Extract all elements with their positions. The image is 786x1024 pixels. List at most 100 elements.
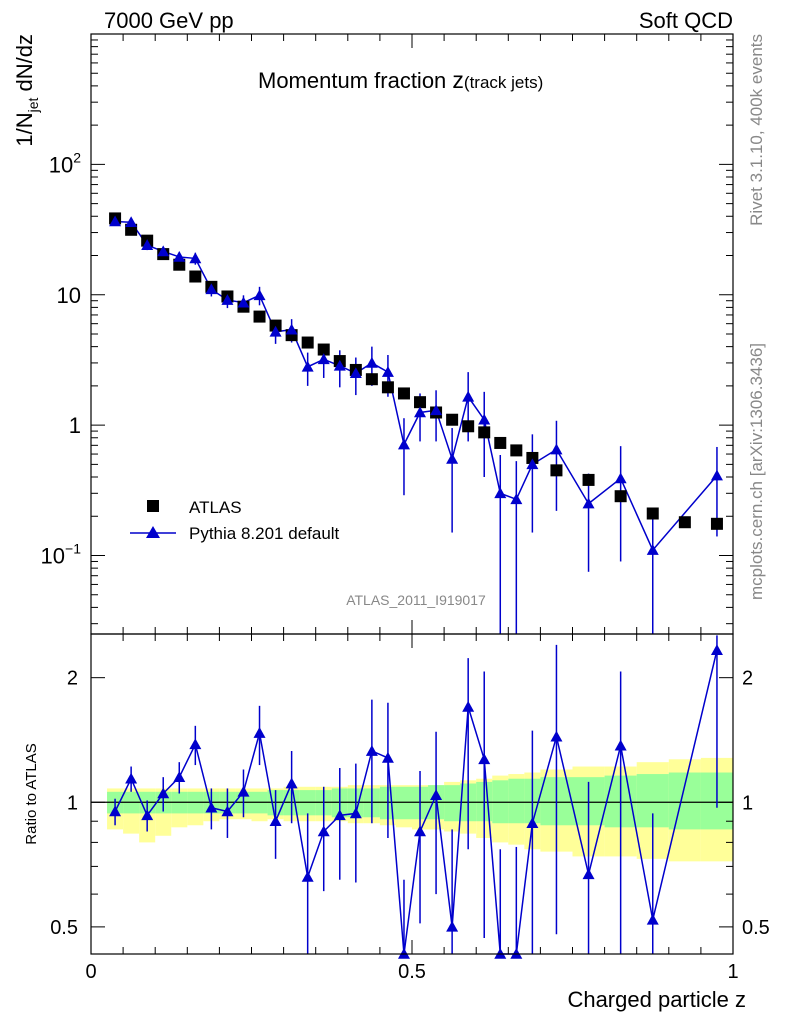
pythia-point: [349, 367, 362, 379]
pythia-point: [157, 245, 170, 257]
pythia-point: [269, 325, 282, 337]
ratio-point: [205, 801, 218, 813]
ratio-panel: 0 0.5 10.5 0.51 12 2 Ratio to ATLAS Charged p…: [23, 633, 770, 1012]
ratio-point: [446, 920, 459, 932]
ratio-x-tick-label: 1: [727, 961, 738, 983]
ratio-point: [253, 727, 266, 738]
atlas-point: [646, 507, 659, 520]
pythia-point: [397, 438, 410, 450]
ratio-point: [285, 777, 298, 789]
atlas-point: [317, 343, 330, 356]
main-title-symbol: z: [452, 67, 464, 93]
ratio-inner-band: [668, 772, 701, 830]
ratio-point: [269, 815, 282, 827]
ratio-line: [114, 650, 718, 955]
ratio-point: [710, 644, 723, 656]
ratio-point: [430, 789, 443, 801]
ratio-ticks: 0 0.5 10.5 0.51 12 2: [50, 634, 770, 983]
ratio-point: [582, 868, 595, 880]
pythia-point: [462, 390, 475, 402]
ratio-point: [221, 805, 234, 817]
ratio-y-tick-label-left: 1: [67, 792, 78, 814]
ratio-inner-band: [444, 785, 461, 822]
pythia-point: [317, 353, 330, 365]
main-title-sub: (track jets): [464, 73, 543, 92]
legend: ATLAS Pythia 8.201 default: [130, 498, 340, 543]
pythia-point: [253, 289, 266, 301]
pythia-point: [205, 283, 218, 295]
ratio-point: [646, 913, 659, 925]
atlas-point: [301, 336, 314, 349]
atlas-point: [446, 413, 459, 426]
ratio-point: [526, 817, 539, 829]
ratio-inner-band: [395, 786, 412, 820]
main-y-tick-label: 102: [49, 149, 81, 177]
legend-pythia-marker: [146, 526, 160, 538]
atlas-point: [253, 310, 266, 323]
pythia-point: [173, 250, 186, 262]
header-right: Soft QCD: [639, 8, 733, 33]
ratio-point: [550, 730, 563, 742]
ratio-point: [141, 809, 154, 821]
ratio-point: [462, 700, 475, 712]
atlas-point: [365, 373, 378, 386]
main-y-axis-label: 1/Njet dN/dz: [12, 34, 41, 147]
atlas-point: [189, 270, 202, 283]
ratio-series-layer: [109, 635, 723, 959]
pythia-point: [550, 443, 563, 455]
pythia-point: [333, 359, 346, 371]
main-panel: 10−1 1 10 102 Momentum fraction z(track jet…: [12, 33, 734, 635]
analysis-label: ATLAS_2011_I919017: [346, 592, 486, 608]
main-panel-frame: [90, 33, 734, 635]
pythia-point: [478, 413, 491, 425]
ratio-point: [237, 785, 250, 797]
ratio-point: [317, 825, 330, 837]
pythia-point: [710, 469, 723, 481]
ratio-y-axis-label: Ratio to ATLAS: [23, 743, 40, 844]
atlas-point: [710, 517, 723, 530]
pythia-point: [510, 493, 523, 505]
pythia-point: [430, 404, 443, 416]
pythia-point: [446, 452, 459, 464]
pythia-point: [646, 544, 659, 555]
pythia-point: [141, 239, 154, 250]
mcplots-side-label: mcplots.cern.ch [arXiv:1306.3436]: [747, 343, 766, 600]
main-y-tick-label: 10: [57, 283, 81, 308]
atlas-point: [381, 381, 394, 394]
atlas-point: [462, 420, 475, 433]
ratio-point: [189, 738, 202, 750]
pythia-point: [494, 487, 507, 499]
pythia-point: [189, 252, 202, 264]
ratio-point: [109, 805, 122, 817]
header-left: 7000 GeV pp: [104, 8, 234, 33]
ratio-point: [333, 809, 346, 821]
atlas-point: [582, 473, 595, 486]
ratio-point: [381, 751, 394, 763]
ratio-y-tick-label-right: 2: [742, 668, 753, 690]
main-title: Momentum fraction z(track jets): [258, 67, 543, 93]
ratio-point: [478, 753, 491, 765]
ratio-x-tick-label: 0: [85, 961, 96, 983]
ratio-point: [365, 745, 378, 756]
ratio-point: [349, 807, 362, 819]
pythia-point: [109, 215, 122, 227]
main-y-ticks: [91, 33, 733, 625]
legend-pythia-label: Pythia 8.201 default: [189, 524, 340, 543]
ratio-point: [157, 787, 170, 799]
ratio-point: [301, 870, 314, 882]
ratio-y-tick-label-right: 1: [742, 792, 753, 814]
main-series-layer: [109, 212, 723, 634]
atlas-point: [526, 451, 539, 464]
main-x-ticks: [90, 34, 734, 634]
main-y-tick-labels: 10−1 1 10 102: [41, 149, 82, 568]
ratio-point: [414, 825, 427, 837]
pythia-point: [301, 360, 314, 372]
pythia-point: [221, 294, 234, 305]
atlas-point: [397, 387, 410, 400]
atlas-point: [510, 444, 523, 457]
pythia-point: [526, 458, 539, 470]
legend-atlas-marker: [147, 500, 159, 512]
pythia-point: [125, 216, 138, 228]
pythia-point: [237, 296, 250, 308]
